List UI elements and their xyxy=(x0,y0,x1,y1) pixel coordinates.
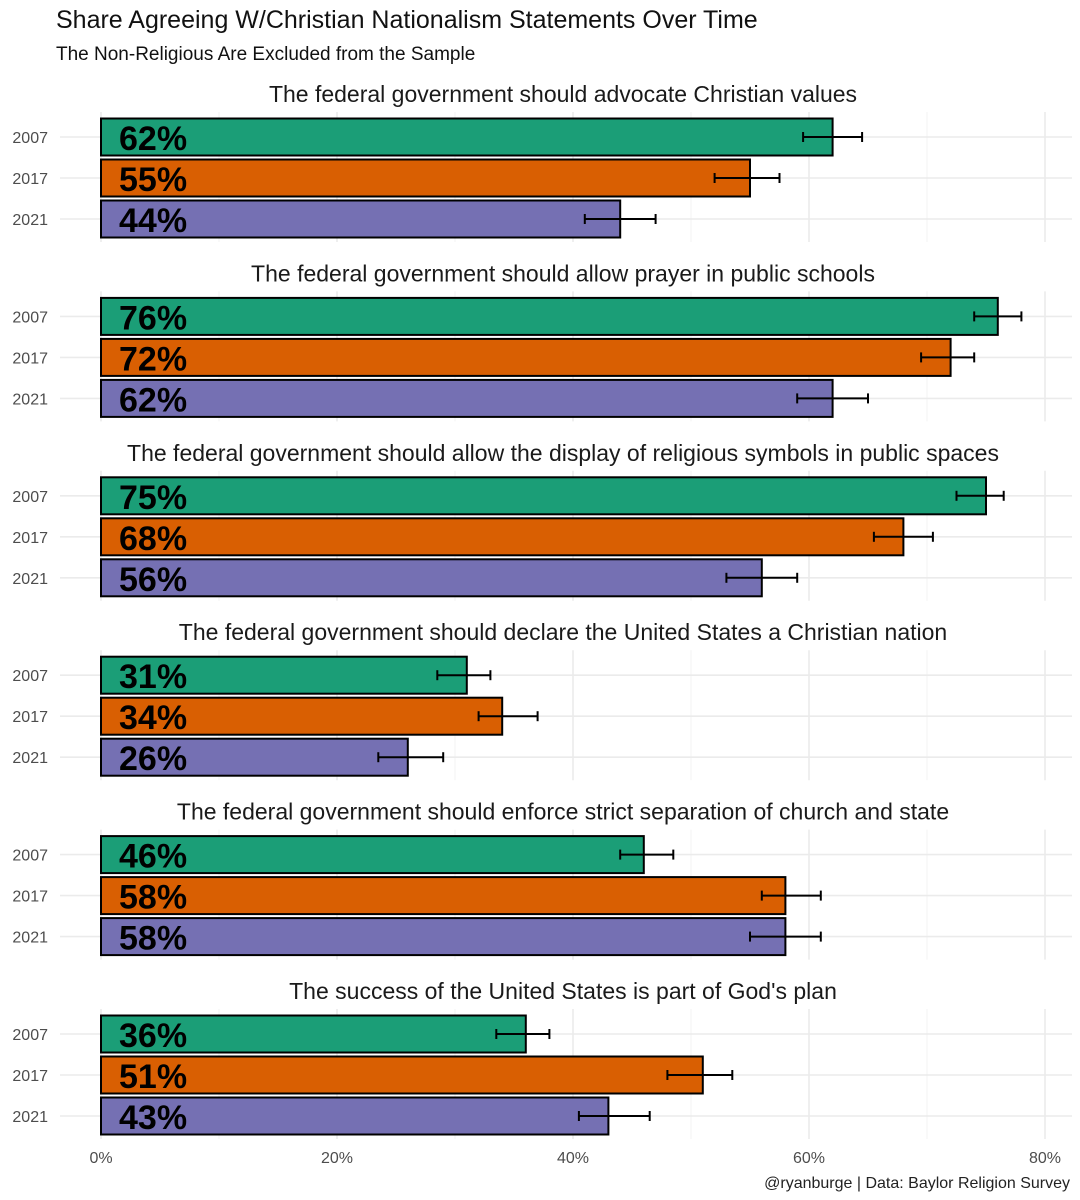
bar-2007 xyxy=(100,655,468,695)
bar-2017 xyxy=(100,696,504,736)
y-tick-label: 2007 xyxy=(12,668,48,685)
y-tick-label: 2021 xyxy=(12,212,48,229)
facet-title: The federal government should allow the … xyxy=(127,440,999,466)
data-label: 34% xyxy=(119,699,187,737)
data-label: 31% xyxy=(119,658,187,696)
y-tick-label: 2017 xyxy=(12,530,48,547)
chart-caption: @ryanburge | Data: Baylor Religion Surve… xyxy=(764,1175,1070,1192)
data-label: 62% xyxy=(119,381,187,419)
bar-2007 xyxy=(100,296,999,336)
bar-2021 xyxy=(100,737,409,777)
bar-2021 xyxy=(100,558,763,598)
facet-title: The federal government should allow pray… xyxy=(251,260,875,286)
bar-2007 xyxy=(100,476,987,516)
bar-2017 xyxy=(100,876,787,916)
facet-panel: The success of the United States is part… xyxy=(12,978,1072,1139)
facet-title: The success of the United States is part… xyxy=(289,978,837,1004)
chart-title: Share Agreeing W/Christian Nationalism S… xyxy=(56,6,758,34)
data-label: 75% xyxy=(119,479,187,517)
data-label: 58% xyxy=(119,920,187,958)
bar-2021 xyxy=(100,917,787,957)
y-tick-label: 2021 xyxy=(12,391,48,408)
data-label: 68% xyxy=(119,520,187,558)
y-tick-label: 2021 xyxy=(12,571,48,588)
facet-title: The federal government should declare th… xyxy=(179,619,947,645)
data-label: 55% xyxy=(119,161,187,199)
chart-subtitle: The Non-Religious Are Excluded from the … xyxy=(56,44,475,65)
data-label: 76% xyxy=(119,299,187,337)
x-tick-label: 0% xyxy=(89,1150,112,1167)
facet-panel: The federal government should advocate C… xyxy=(12,81,1072,242)
facet-panel: The federal government should declare th… xyxy=(12,619,1072,781)
facet-title: The federal government should advocate C… xyxy=(269,81,857,107)
data-label: 56% xyxy=(119,561,187,599)
x-tick-label: 60% xyxy=(793,1150,825,1167)
bar-2017 xyxy=(100,517,905,557)
y-tick-label: 2017 xyxy=(12,1068,48,1085)
bar-2017 xyxy=(100,1055,704,1095)
bar-2017 xyxy=(100,337,952,377)
data-label: 43% xyxy=(119,1099,187,1137)
data-label: 36% xyxy=(119,1017,187,1055)
y-tick-label: 2021 xyxy=(12,930,48,947)
y-tick-label: 2007 xyxy=(12,309,48,326)
bar-2021 xyxy=(100,378,834,418)
data-label: 51% xyxy=(119,1058,187,1096)
facet-panel: The federal government should allow the … xyxy=(12,440,1072,601)
y-tick-label: 2021 xyxy=(12,750,48,767)
y-tick-label: 2007 xyxy=(12,489,48,506)
x-tick-label: 80% xyxy=(1029,1150,1061,1167)
y-tick-label: 2007 xyxy=(12,1027,48,1044)
bar-2007 xyxy=(100,835,645,875)
y-tick-label: 2017 xyxy=(12,709,48,726)
x-axis: 0% 20% 40% 60% 80% xyxy=(89,1150,1061,1167)
y-tick-label: 2021 xyxy=(12,1109,48,1126)
y-tick-label: 2017 xyxy=(12,350,48,367)
facet-title: The federal government should enforce st… xyxy=(177,799,949,825)
y-tick-label: 2007 xyxy=(12,130,48,147)
x-tick-label: 40% xyxy=(557,1150,589,1167)
facet-panel: The federal government should enforce st… xyxy=(12,799,1072,960)
x-tick-label: 20% xyxy=(321,1150,353,1167)
facet-panels: The federal government should advocate C… xyxy=(12,81,1072,1139)
bar-2007 xyxy=(100,117,834,157)
data-label: 46% xyxy=(119,838,187,876)
data-label: 72% xyxy=(119,340,187,378)
y-tick-label: 2007 xyxy=(12,848,48,865)
bar-2017 xyxy=(100,158,751,198)
data-label: 62% xyxy=(119,120,187,158)
facet-panel: The federal government should allow pray… xyxy=(12,260,1072,422)
y-tick-label: 2017 xyxy=(12,171,48,188)
y-tick-label: 2017 xyxy=(12,889,48,906)
data-label: 26% xyxy=(119,740,187,778)
data-label: 44% xyxy=(119,202,187,240)
data-label: 58% xyxy=(119,879,187,917)
